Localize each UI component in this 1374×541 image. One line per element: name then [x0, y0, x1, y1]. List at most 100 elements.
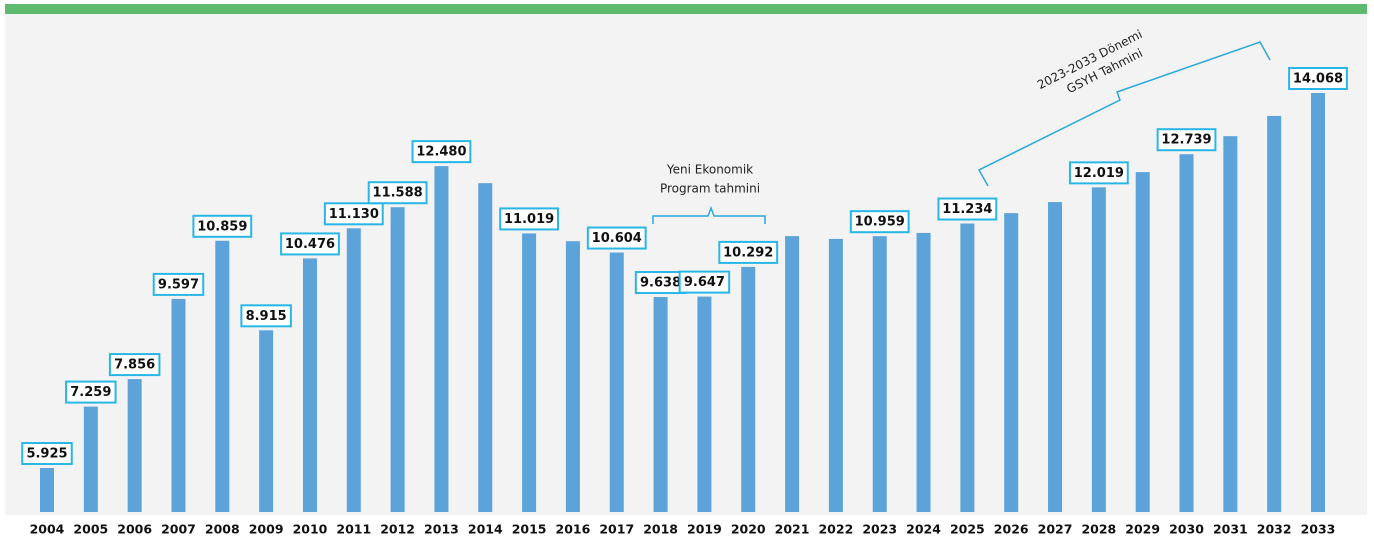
bar	[1135, 172, 1150, 512]
annotation: Yeni Ekonomik	[666, 163, 753, 177]
value-label-box	[499, 207, 560, 231]
value-label-box	[849, 210, 910, 234]
x-tick-label: 2026	[994, 522, 1029, 537]
x-tick-label: 2021	[775, 522, 810, 537]
x-tick-label: 2010	[293, 522, 328, 537]
bar	[609, 252, 624, 512]
value-label: 11.588	[373, 186, 423, 201]
bar	[1311, 93, 1325, 512]
value-label: 11.130	[329, 207, 379, 222]
value-label: 14.068	[1293, 72, 1343, 87]
bar	[1223, 136, 1238, 512]
value-label: 12.480	[416, 145, 466, 160]
x-tick-label: 2020	[731, 522, 766, 537]
x-tick-label: 2028	[1081, 522, 1116, 537]
value-label: 12.739	[1161, 133, 1211, 148]
x-tick-label: 2022	[818, 522, 853, 537]
bar	[346, 228, 361, 512]
x-tick-label: 2006	[117, 522, 152, 537]
x-tick-label: 2031	[1213, 522, 1248, 537]
value-label-box	[411, 140, 472, 164]
x-tick-label: 2016	[556, 522, 591, 537]
bar	[40, 468, 54, 512]
bar	[1091, 187, 1106, 513]
value-label: 10.859	[197, 219, 247, 234]
value-label: 12.019	[1074, 166, 1124, 181]
bar	[653, 297, 668, 512]
value-label: 10.604	[592, 231, 642, 246]
value-label: 10.959	[855, 215, 905, 230]
annotation: Program tahmini	[660, 182, 760, 196]
bar	[1267, 115, 1282, 513]
value-label-box	[280, 232, 340, 256]
value-label-box	[678, 270, 731, 294]
bar	[478, 183, 493, 513]
bar	[302, 258, 317, 512]
value-label-box	[65, 380, 117, 404]
x-tick-label: 2008	[205, 522, 240, 537]
bar	[916, 232, 931, 512]
bar	[259, 330, 274, 512]
value-label: 5.925	[26, 447, 67, 462]
bar	[960, 223, 975, 512]
value-label-box	[108, 353, 161, 377]
x-tick-label: 2023	[862, 522, 897, 537]
value-label: 9.638	[640, 276, 681, 291]
x-tick-label: 2007	[161, 522, 196, 537]
value-label: 7.856	[114, 358, 155, 373]
bar	[565, 241, 580, 512]
x-tick-label: 2011	[336, 522, 371, 537]
value-label: 9.647	[684, 275, 725, 290]
x-tick-label: 2018	[643, 522, 678, 537]
bar	[828, 238, 843, 513]
value-label-box	[586, 226, 647, 250]
bar	[522, 233, 537, 512]
bar	[785, 236, 800, 513]
bar	[1179, 154, 1194, 513]
x-tick-label: 2027	[1038, 522, 1073, 537]
bar	[697, 296, 712, 512]
value-label: 11.019	[504, 212, 554, 227]
bar	[1048, 202, 1063, 513]
bar	[434, 166, 449, 513]
value-label-box	[21, 442, 73, 466]
top-band	[5, 4, 1367, 14]
bar	[390, 207, 405, 512]
bar	[83, 406, 98, 512]
x-tick-label: 2025	[950, 522, 985, 537]
x-tick-label: 2014	[468, 522, 503, 537]
value-label: 8.915	[246, 309, 287, 324]
bar	[171, 298, 186, 512]
bracket	[977, 41, 1271, 187]
x-tick-label: 2004	[30, 522, 65, 537]
plot-area	[5, 13, 1367, 515]
x-tick-label: 2019	[687, 522, 722, 537]
value-label-box	[192, 214, 253, 238]
value-label-box	[718, 240, 779, 264]
value-label-box	[1288, 67, 1348, 91]
bar	[127, 379, 142, 512]
x-tick-label: 2017	[599, 522, 634, 537]
x-tick-label: 2012	[380, 522, 415, 537]
x-tick-label: 2013	[424, 522, 459, 537]
x-tick-label: 2005	[73, 522, 108, 537]
bar	[741, 266, 756, 512]
x-tick-label: 2015	[512, 522, 547, 537]
bar	[1004, 213, 1019, 512]
value-label-box	[152, 272, 205, 296]
value-label: 11.234	[942, 202, 992, 217]
x-tick-label: 2029	[1125, 522, 1160, 537]
x-tick-label: 2033	[1301, 522, 1336, 537]
x-tick-label: 2032	[1257, 522, 1292, 537]
x-tick-label: 2009	[249, 522, 284, 537]
value-label-box	[240, 304, 292, 328]
value-label-box	[1068, 161, 1129, 185]
value-label-box	[367, 181, 428, 205]
x-tick-label: 2030	[1169, 522, 1204, 537]
bracket	[652, 205, 766, 224]
value-label-box	[937, 197, 998, 221]
x-tick-label: 2024	[906, 522, 941, 537]
value-label: 7.259	[70, 385, 111, 400]
value-label: 10.292	[723, 245, 773, 260]
